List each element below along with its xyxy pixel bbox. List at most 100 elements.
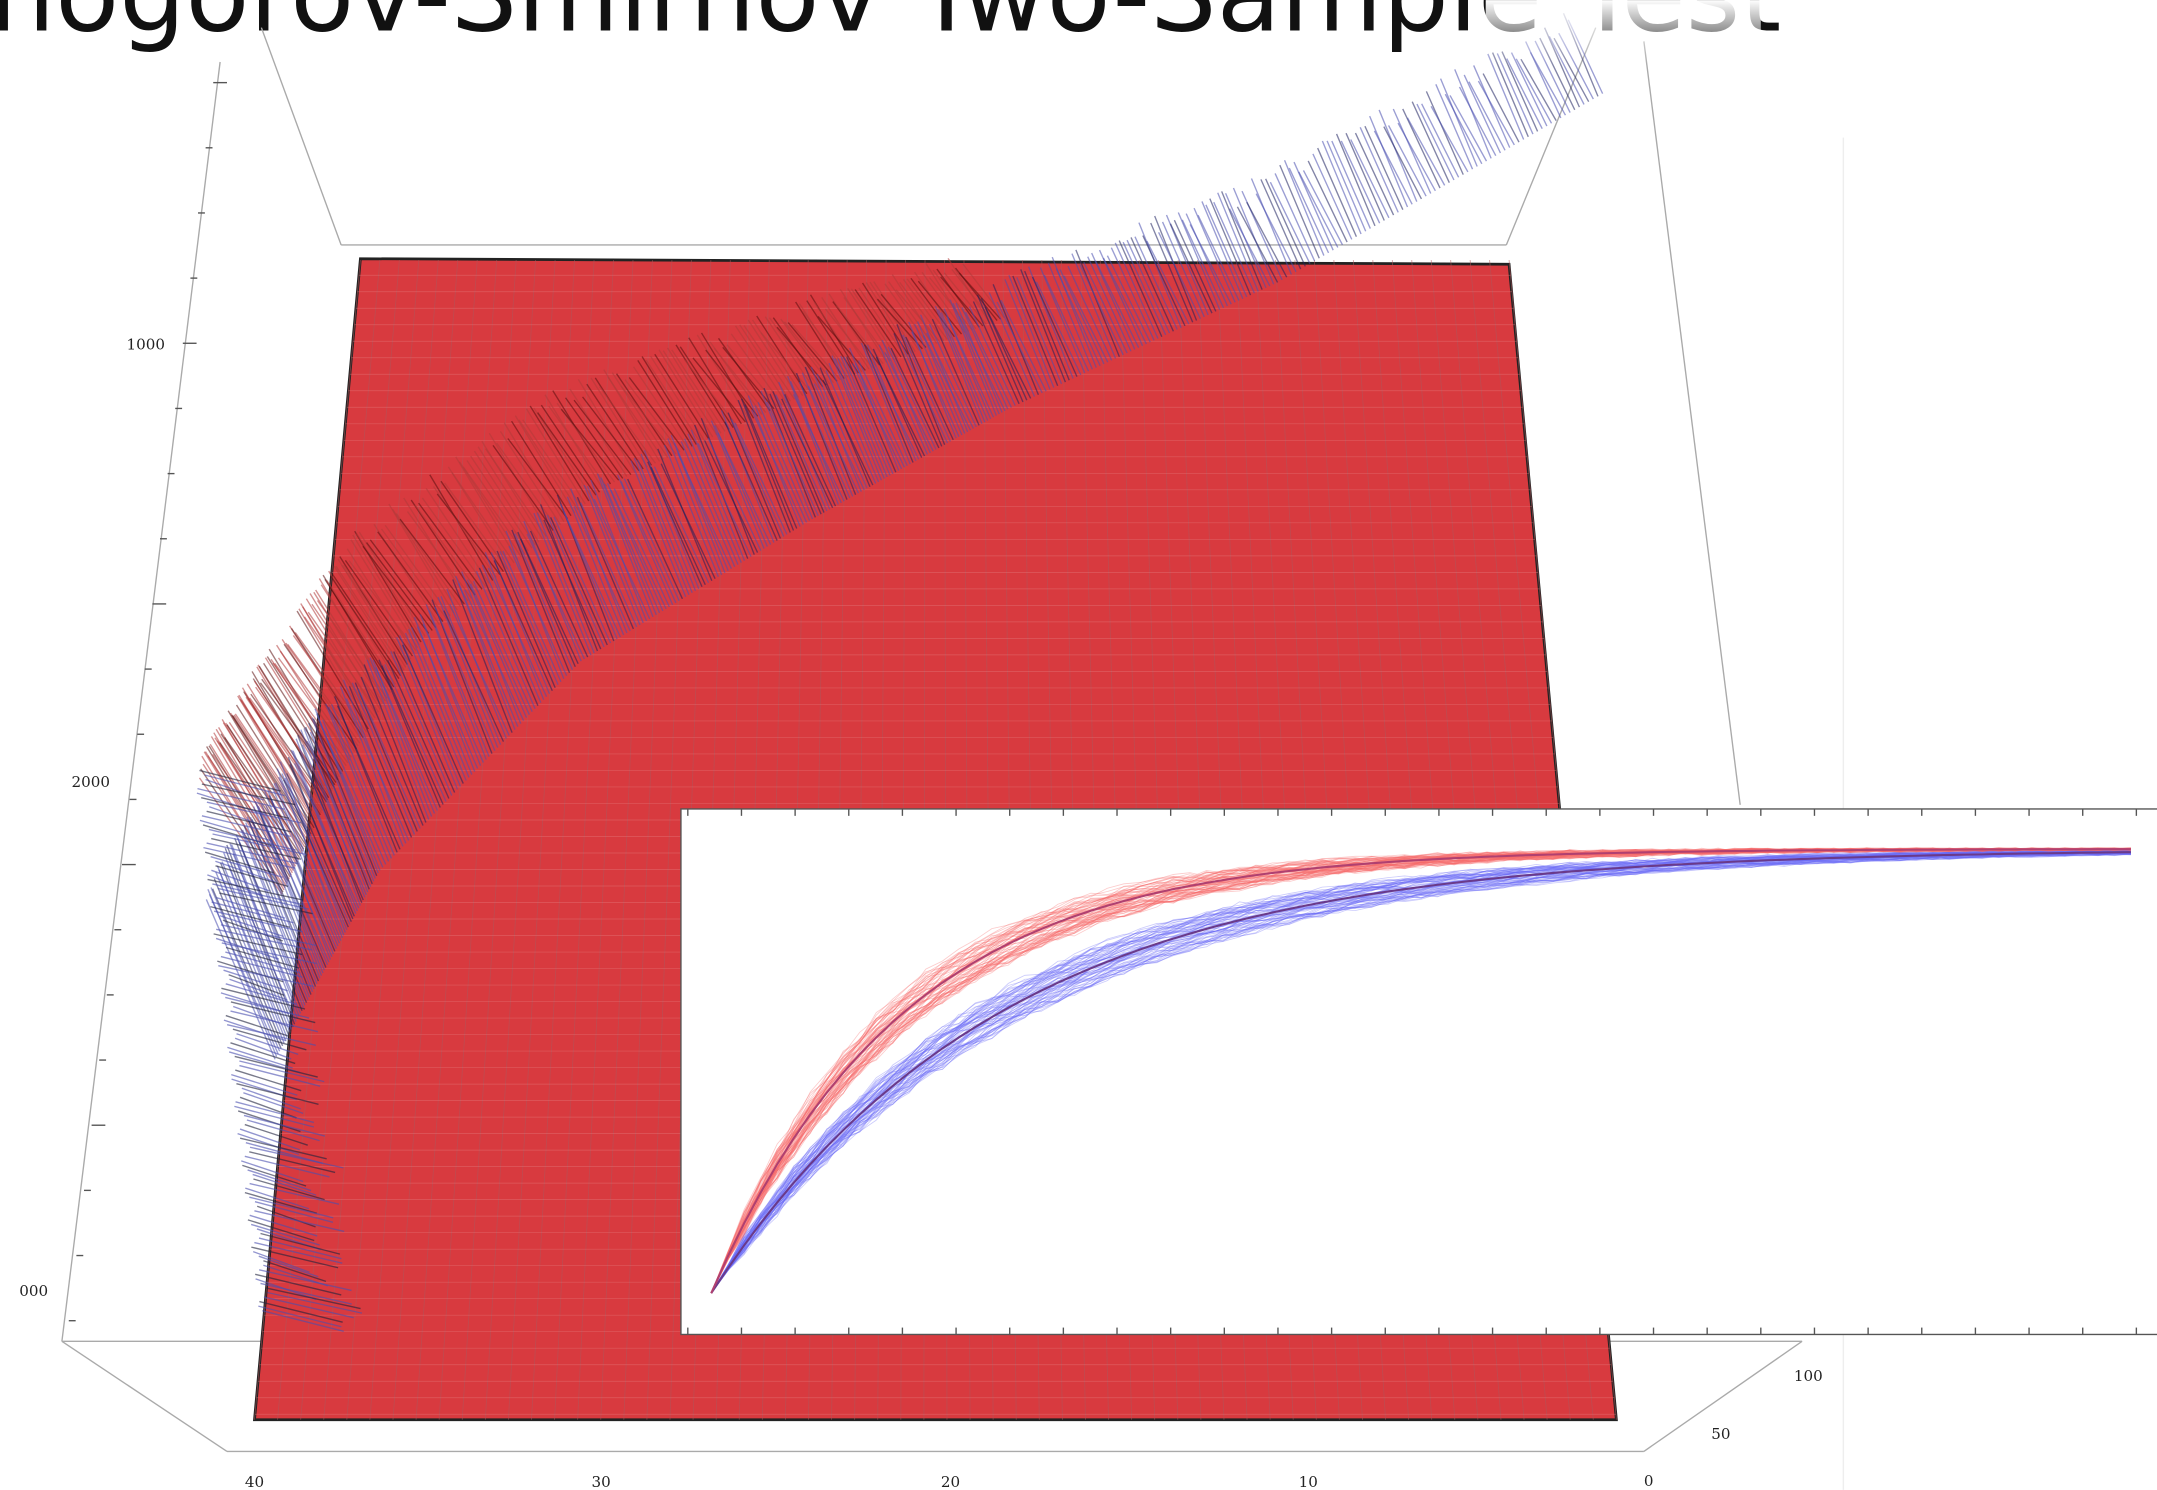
ridge-line	[357, 688, 421, 829]
ridge-line	[296, 610, 369, 730]
ridge-line	[1063, 275, 1109, 363]
ridge-line	[346, 548, 415, 654]
ridge-line	[236, 1083, 319, 1105]
ridge-line	[206, 801, 302, 824]
ridge-line	[1035, 281, 1082, 376]
ridge-line	[1274, 173, 1316, 262]
ridge-line	[1016, 277, 1063, 385]
ridge-line	[1265, 178, 1306, 267]
ridge-line	[807, 385, 860, 494]
inset-line	[710, 848, 2131, 1294]
ridge-line	[262, 1309, 344, 1332]
inset-line	[710, 850, 2131, 1294]
ridge-line	[1122, 241, 1167, 336]
ridge-line	[462, 466, 526, 555]
ridge-line	[303, 728, 369, 893]
ridge-line	[285, 642, 359, 747]
inset-line	[710, 849, 2131, 1294]
ridge-line	[550, 517, 608, 646]
ridge-line	[219, 915, 284, 938]
ridge-line	[215, 865, 289, 888]
ridge-line	[520, 538, 579, 665]
inset-line	[710, 850, 2131, 1294]
ridges	[196, 12, 1604, 1332]
ridge-line	[895, 289, 941, 343]
ridge-line	[421, 497, 487, 587]
ridge-line	[236, 1033, 299, 1056]
ridge-line	[1288, 167, 1330, 254]
ridge-line	[204, 851, 274, 874]
ridge-line	[1307, 160, 1348, 243]
ridge-line	[455, 456, 519, 561]
ridge-line	[260, 1282, 352, 1305]
ridge-line	[414, 504, 480, 593]
ridge-line	[219, 892, 313, 915]
ridge-line	[390, 651, 453, 796]
ridge-line	[227, 1046, 293, 1069]
ridge-line	[287, 644, 361, 744]
ridge-line	[201, 815, 292, 838]
ridge-line	[564, 397, 624, 479]
ridge-line	[273, 783, 340, 944]
ridge-line	[329, 575, 400, 679]
ridge-line	[1416, 103, 1455, 181]
ridge-line	[319, 722, 384, 868]
ridge-line	[241, 829, 311, 998]
ridge-line	[680, 441, 736, 567]
ridge-line	[249, 1196, 334, 1219]
ridge-line	[610, 489, 667, 610]
ridge-line	[952, 303, 1000, 415]
inset-line	[710, 853, 2131, 1294]
ridge-line	[219, 742, 301, 859]
ridge-line	[458, 461, 522, 558]
ridge-line	[449, 604, 510, 736]
ridge-line	[309, 593, 381, 710]
ridge-line	[211, 901, 294, 924]
tick-labels: 1000 2000 000 40 30 20 10 100 50 0	[19, 336, 1822, 1490]
ridge-line	[464, 589, 525, 721]
ridge-line	[1031, 276, 1078, 377]
ridge-line	[1279, 164, 1320, 259]
ridge-line	[580, 502, 638, 628]
ridge-line	[212, 888, 282, 1049]
ridge-line	[197, 787, 285, 810]
ridge-line	[381, 665, 444, 805]
ridge-line	[1387, 125, 1427, 197]
ridge-line	[683, 438, 739, 565]
ridge-line	[496, 550, 556, 688]
ridge-line	[523, 520, 582, 662]
ridge-line	[451, 472, 515, 564]
ridge-line	[213, 910, 303, 933]
fade	[1485, 0, 1761, 166]
ridge-line	[1142, 235, 1186, 327]
ridge-line	[858, 287, 906, 357]
ridge-line	[1354, 132, 1395, 216]
ridge-line	[1392, 108, 1432, 194]
ridge-line	[1126, 239, 1171, 334]
ridge-line	[259, 812, 327, 968]
ridge-line	[242, 1164, 307, 1187]
ridge-line	[688, 337, 742, 425]
ridge-line	[1444, 93, 1483, 165]
ridge-line	[1020, 269, 1067, 383]
ridge-line	[951, 268, 995, 323]
ridge-line	[444, 482, 508, 570]
ridge-line	[750, 409, 804, 525]
ridge-line	[813, 383, 865, 491]
ridge-line	[264, 790, 332, 960]
ridge-line	[1217, 192, 1259, 292]
ridge-line	[212, 883, 303, 906]
ridge-line	[234, 1055, 318, 1078]
ridge-line	[469, 583, 530, 715]
bottom-tick-label: 10	[1299, 1473, 1318, 1490]
ridge-line	[628, 377, 685, 451]
inset-line	[710, 852, 2131, 1294]
plane-stripe	[415, 260, 498, 1420]
ridge-line	[717, 337, 771, 412]
ridge-line	[263, 1296, 354, 1319]
ridge-line	[902, 279, 948, 340]
ridge-line	[624, 379, 681, 453]
ridge-line	[1312, 153, 1353, 240]
ridge-line	[260, 1232, 341, 1255]
ridge-line	[201, 783, 296, 806]
